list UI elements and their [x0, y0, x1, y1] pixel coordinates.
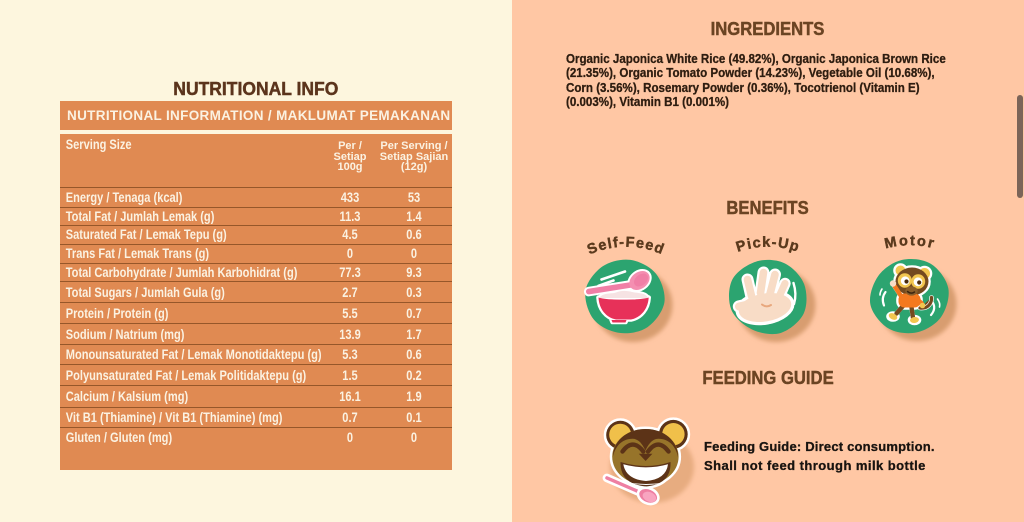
- svg-text:Self-Feed: Self-Feed: [585, 235, 667, 259]
- svg-text:Motor: Motor: [883, 233, 937, 252]
- svg-text:Pick-Up: Pick-Up: [734, 235, 802, 256]
